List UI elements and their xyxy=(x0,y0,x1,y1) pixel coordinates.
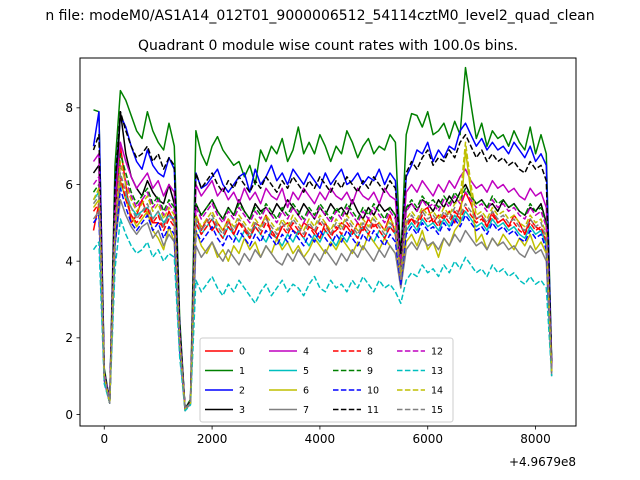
legend-label-1: 1 xyxy=(239,366,245,377)
legend-label-10: 10 xyxy=(367,385,379,396)
legend-label-12: 12 xyxy=(431,346,443,357)
series-line-8 xyxy=(92,176,553,410)
legend-label-9: 9 xyxy=(367,366,373,377)
x-axis-offset-label: +4.9679e8 xyxy=(509,455,576,469)
series-layer xyxy=(92,66,553,412)
series-line-10 xyxy=(92,187,553,410)
series-line-9 xyxy=(92,153,553,410)
y-tick-label: 6 xyxy=(65,178,73,192)
plot-area-frame xyxy=(79,57,577,427)
series-line-4 xyxy=(92,141,553,410)
series-line-15 xyxy=(92,172,553,410)
series-line-14 xyxy=(92,141,553,410)
legend-label-3: 3 xyxy=(239,405,245,416)
legend-label-8: 8 xyxy=(367,346,373,357)
chart-suptitle: n file: modeM0/AS1A14_012T01_9000006512_… xyxy=(45,8,594,24)
legend-box xyxy=(199,337,454,423)
x-tick-label: 2000 xyxy=(197,432,228,446)
y-tick-label: 8 xyxy=(65,101,73,115)
series-line-1 xyxy=(93,66,553,410)
series-line-13 xyxy=(92,218,553,412)
series-line-12 xyxy=(92,164,553,410)
series-line-7 xyxy=(92,199,553,412)
y-tick-label: 0 xyxy=(65,408,73,422)
series-line-11 xyxy=(92,110,553,410)
legend-label-14: 14 xyxy=(431,385,443,396)
legend-label-2: 2 xyxy=(239,385,245,396)
legend-label-4: 4 xyxy=(303,346,309,357)
legend-label-11: 11 xyxy=(367,405,379,416)
legend-label-6: 6 xyxy=(303,385,309,396)
x-tick-label: 6000 xyxy=(412,432,443,446)
legend-label-13: 13 xyxy=(431,366,443,377)
axes: 0 2000 4000 6000 8000 0 2 4 6 8 xyxy=(65,101,550,446)
y-tick-label: 4 xyxy=(65,254,73,268)
chart-title: Quadrant 0 module wise count rates with … xyxy=(138,38,518,54)
x-tick-label: 8000 xyxy=(520,432,551,446)
y-tick-label: 2 xyxy=(65,331,73,345)
x-tick-label: 0 xyxy=(100,432,108,446)
x-tick-label: 4000 xyxy=(305,432,336,446)
legend-label-5: 5 xyxy=(303,366,309,377)
legend-label-0: 0 xyxy=(239,346,245,357)
legend-label-15: 15 xyxy=(431,405,443,416)
legend-label-7: 7 xyxy=(303,405,309,416)
